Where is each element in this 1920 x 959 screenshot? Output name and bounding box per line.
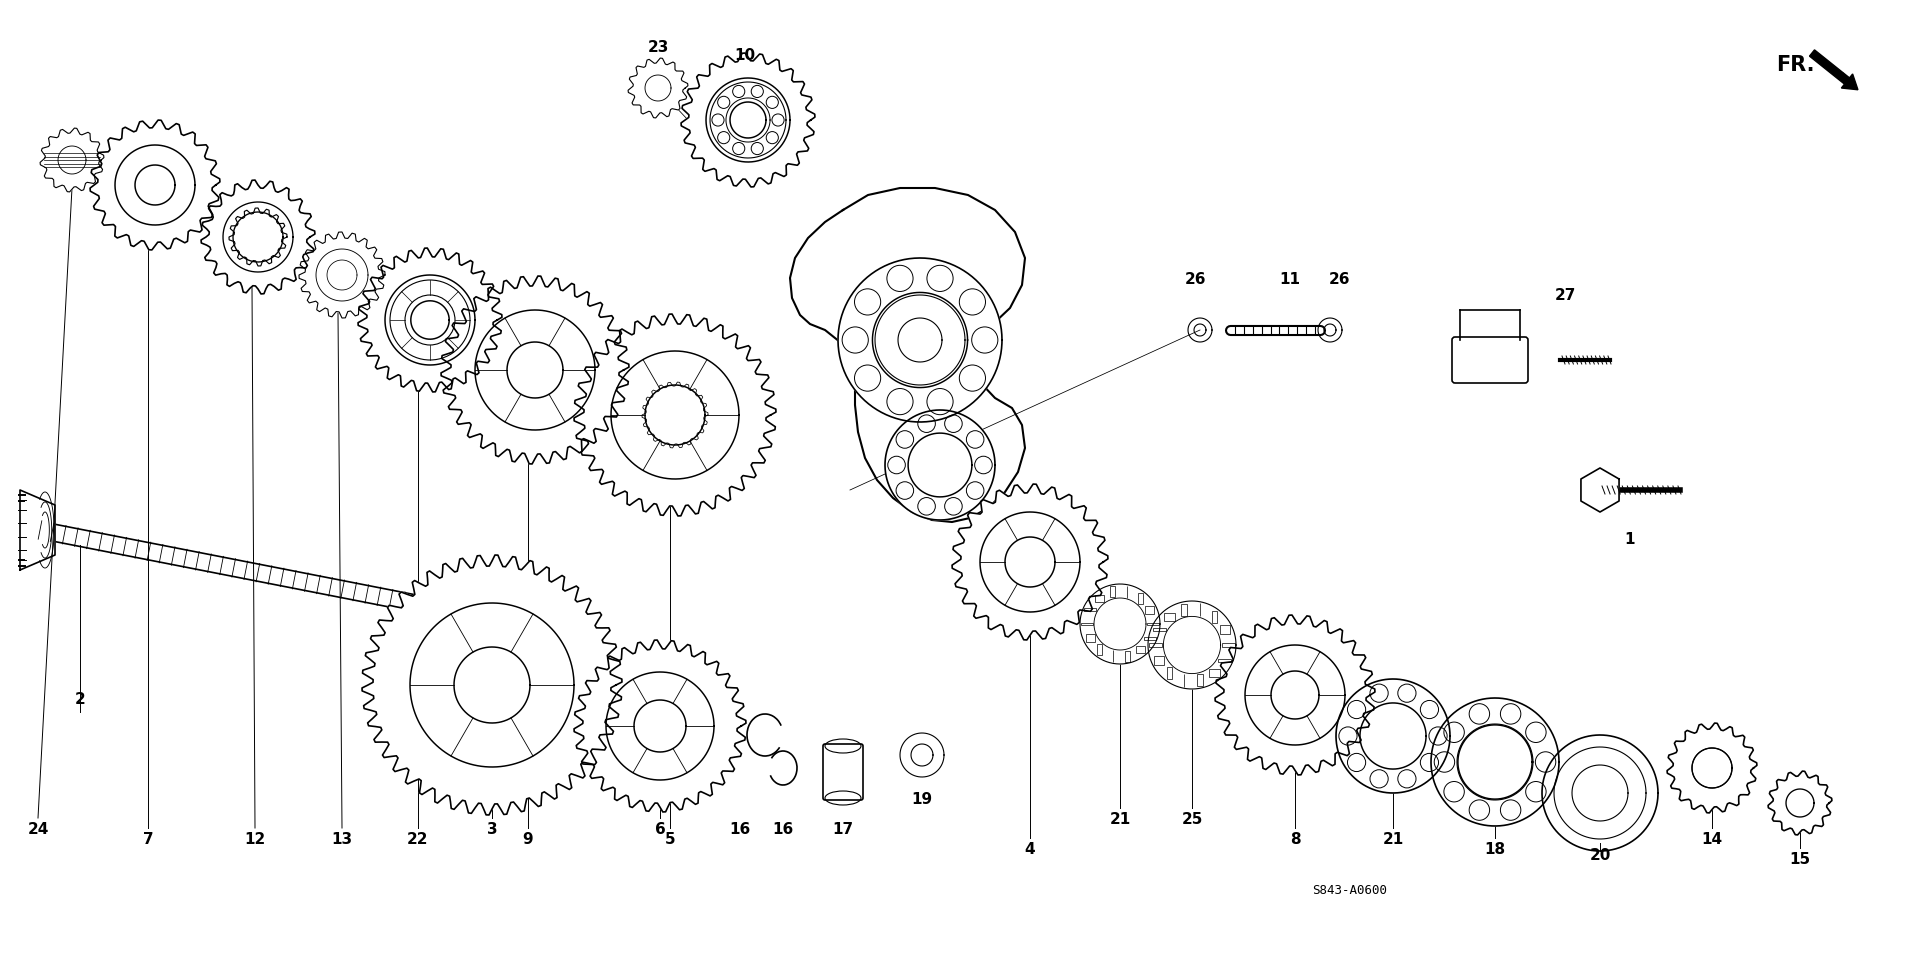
Polygon shape bbox=[952, 484, 1108, 640]
Bar bbox=[1144, 606, 1154, 614]
Polygon shape bbox=[40, 129, 104, 192]
Polygon shape bbox=[19, 490, 56, 570]
FancyArrow shape bbox=[1809, 50, 1859, 90]
Polygon shape bbox=[682, 53, 814, 187]
Polygon shape bbox=[645, 385, 705, 445]
Text: 14: 14 bbox=[1701, 832, 1722, 848]
Polygon shape bbox=[1336, 679, 1450, 793]
Polygon shape bbox=[634, 700, 685, 752]
Text: 6: 6 bbox=[655, 823, 666, 837]
Polygon shape bbox=[1004, 537, 1054, 587]
Text: 16: 16 bbox=[772, 823, 793, 837]
Polygon shape bbox=[628, 58, 687, 118]
Polygon shape bbox=[837, 258, 1002, 422]
Bar bbox=[1146, 622, 1160, 625]
Bar bbox=[38, 522, 501, 628]
Bar bbox=[1221, 643, 1235, 646]
Polygon shape bbox=[730, 102, 766, 138]
Bar bbox=[1139, 593, 1142, 604]
Text: 13: 13 bbox=[332, 832, 353, 848]
Text: 9: 9 bbox=[522, 832, 534, 848]
Text: 3: 3 bbox=[486, 823, 497, 837]
Bar bbox=[1196, 674, 1204, 687]
Bar bbox=[1219, 625, 1231, 634]
Polygon shape bbox=[574, 640, 747, 812]
Text: 21: 21 bbox=[1382, 832, 1404, 848]
Polygon shape bbox=[1667, 723, 1757, 813]
Polygon shape bbox=[574, 314, 776, 516]
Bar bbox=[1181, 603, 1187, 616]
Bar bbox=[1085, 608, 1096, 611]
Polygon shape bbox=[90, 120, 221, 250]
Bar bbox=[1085, 635, 1094, 643]
Polygon shape bbox=[357, 248, 501, 392]
Polygon shape bbox=[453, 647, 530, 723]
Bar bbox=[1144, 637, 1156, 640]
Bar bbox=[1210, 669, 1219, 677]
Text: 20: 20 bbox=[1590, 848, 1611, 862]
Text: 18: 18 bbox=[1484, 843, 1505, 857]
Text: 22: 22 bbox=[407, 832, 428, 848]
Polygon shape bbox=[134, 165, 175, 205]
Bar bbox=[1150, 643, 1162, 646]
Text: 23: 23 bbox=[647, 40, 668, 56]
Bar bbox=[1137, 646, 1146, 653]
Polygon shape bbox=[1148, 601, 1236, 689]
Bar bbox=[1212, 611, 1217, 622]
Polygon shape bbox=[411, 301, 449, 339]
Text: 1: 1 bbox=[1624, 532, 1636, 548]
Text: 5: 5 bbox=[664, 832, 676, 848]
Text: 4: 4 bbox=[1025, 843, 1035, 857]
Bar bbox=[1110, 586, 1116, 597]
Polygon shape bbox=[1081, 584, 1160, 664]
Polygon shape bbox=[885, 410, 995, 520]
Text: 15: 15 bbox=[1789, 853, 1811, 868]
Bar bbox=[1094, 595, 1104, 602]
Bar bbox=[1081, 622, 1092, 625]
Polygon shape bbox=[202, 180, 315, 293]
Bar bbox=[1217, 660, 1231, 662]
Text: 12: 12 bbox=[244, 832, 265, 848]
Polygon shape bbox=[710, 82, 785, 158]
Polygon shape bbox=[1580, 468, 1619, 512]
Text: 2: 2 bbox=[75, 692, 84, 708]
Bar bbox=[1167, 667, 1171, 679]
Text: 17: 17 bbox=[833, 823, 854, 837]
Text: 21: 21 bbox=[1110, 812, 1131, 828]
Text: 19: 19 bbox=[912, 792, 933, 807]
Text: 26: 26 bbox=[1329, 272, 1352, 288]
Text: 27: 27 bbox=[1555, 288, 1576, 302]
Polygon shape bbox=[507, 342, 563, 398]
Polygon shape bbox=[1768, 771, 1832, 835]
Text: 7: 7 bbox=[142, 832, 154, 848]
Bar bbox=[1154, 657, 1164, 665]
Text: 25: 25 bbox=[1181, 812, 1202, 828]
Text: 24: 24 bbox=[27, 823, 48, 837]
Text: FR.: FR. bbox=[1776, 55, 1814, 75]
Polygon shape bbox=[363, 555, 622, 815]
Text: 8: 8 bbox=[1290, 832, 1300, 848]
Text: S843-A0600: S843-A0600 bbox=[1313, 883, 1388, 897]
Polygon shape bbox=[1215, 615, 1375, 775]
Ellipse shape bbox=[44, 151, 100, 170]
Text: 10: 10 bbox=[735, 48, 756, 62]
Polygon shape bbox=[789, 188, 1025, 522]
Bar bbox=[1164, 613, 1175, 620]
Polygon shape bbox=[442, 276, 630, 464]
Bar bbox=[1152, 628, 1165, 631]
Bar bbox=[1096, 644, 1102, 655]
FancyBboxPatch shape bbox=[824, 744, 862, 800]
Text: 16: 16 bbox=[730, 823, 751, 837]
Text: 26: 26 bbox=[1185, 272, 1206, 288]
Polygon shape bbox=[300, 232, 386, 318]
Text: 11: 11 bbox=[1279, 272, 1300, 288]
Polygon shape bbox=[1271, 671, 1319, 719]
Bar bbox=[1125, 651, 1131, 662]
Polygon shape bbox=[1430, 698, 1559, 826]
FancyBboxPatch shape bbox=[1452, 337, 1528, 383]
